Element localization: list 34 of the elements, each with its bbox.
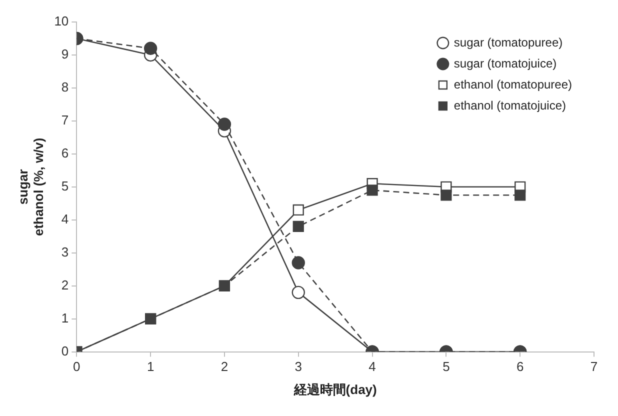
y-tick-label: 6 [61,146,69,160]
point [366,184,378,196]
point [144,42,158,55]
point [514,190,526,201]
legend-label: ethanol (tomatopuree) [454,77,572,92]
x-tick-label: 2 [220,359,228,374]
y-tick-label: 1 [61,310,69,326]
x-tick-label: 3 [294,359,302,374]
legend-label: sugar (tomatojuice) [454,56,557,70]
legend-label: sugar (tomatopuree) [454,35,563,50]
point [292,220,304,232]
point [292,204,304,216]
x-tick-label: 1 [146,359,154,374]
y-tick-label: 8 [61,80,69,95]
y-tick-label: 3 [61,244,69,260]
y-tick-label: 7 [61,112,69,128]
point [218,118,232,131]
x-tick-label: 5 [442,359,450,374]
point [292,286,305,300]
legend-label: ethanol (tomatojuice) [454,98,566,112]
x-tick-label: 0 [73,359,80,374]
x-axis-title: 経過時間(day) [292,382,377,397]
y-tick-label: 10 [54,14,69,29]
y-tick-label: 4 [61,211,69,226]
y-tick-label: 9 [61,46,69,62]
y-axis-title: sugar ethanol (%, w/v) [15,138,46,236]
y-tick-label: 2 [61,277,69,292]
x-tick-label: 4 [368,359,376,374]
x-tick-label: 6 [516,359,524,374]
y-tick-label: 5 [61,178,69,194]
y-tick-label: 0 [61,343,69,358]
point [292,256,305,270]
x-tick-label: 7 [590,359,598,374]
point [440,190,452,201]
